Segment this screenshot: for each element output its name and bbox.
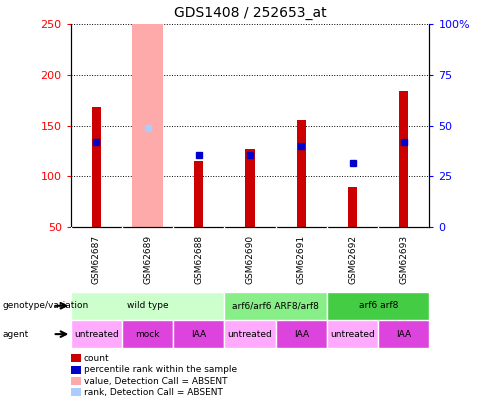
- Text: rank, Detection Call = ABSENT: rank, Detection Call = ABSENT: [84, 388, 223, 397]
- Text: agent: agent: [2, 330, 29, 339]
- Text: arf6 arf8: arf6 arf8: [359, 301, 398, 310]
- Bar: [245, 149, 255, 227]
- Title: GDS1408 / 252653_at: GDS1408 / 252653_at: [174, 6, 326, 21]
- Text: value, Detection Call = ABSENT: value, Detection Call = ABSENT: [84, 377, 227, 386]
- Bar: [173, 320, 224, 348]
- Text: untreated: untreated: [228, 330, 272, 339]
- Bar: [194, 161, 203, 227]
- Text: GSM62690: GSM62690: [245, 234, 255, 284]
- Bar: [71, 320, 122, 348]
- Bar: [399, 91, 408, 227]
- Text: GSM62692: GSM62692: [348, 235, 357, 284]
- Text: untreated: untreated: [330, 330, 375, 339]
- Text: IAA: IAA: [396, 330, 411, 339]
- Bar: [276, 320, 327, 348]
- Bar: [71, 292, 224, 320]
- Text: GSM62689: GSM62689: [143, 234, 152, 284]
- Text: GSM62688: GSM62688: [194, 234, 203, 284]
- Text: IAA: IAA: [191, 330, 206, 339]
- Bar: [92, 107, 101, 227]
- Text: count: count: [84, 354, 110, 363]
- Bar: [224, 292, 327, 320]
- Bar: [297, 121, 306, 227]
- Text: arf6/arf6 ARF8/arf8: arf6/arf6 ARF8/arf8: [232, 301, 319, 310]
- Text: wild type: wild type: [127, 301, 168, 310]
- Text: genotype/variation: genotype/variation: [2, 301, 89, 310]
- Bar: [378, 320, 429, 348]
- Bar: [348, 187, 357, 227]
- Bar: [224, 320, 276, 348]
- Bar: [327, 320, 378, 348]
- Text: percentile rank within the sample: percentile rank within the sample: [84, 365, 237, 374]
- Text: mock: mock: [135, 330, 160, 339]
- Bar: [122, 320, 173, 348]
- Text: GSM62693: GSM62693: [399, 234, 408, 284]
- Text: untreated: untreated: [74, 330, 119, 339]
- Text: GSM62687: GSM62687: [92, 234, 101, 284]
- Text: IAA: IAA: [294, 330, 309, 339]
- Bar: [132, 24, 163, 227]
- Bar: [327, 292, 429, 320]
- Text: GSM62691: GSM62691: [297, 234, 306, 284]
